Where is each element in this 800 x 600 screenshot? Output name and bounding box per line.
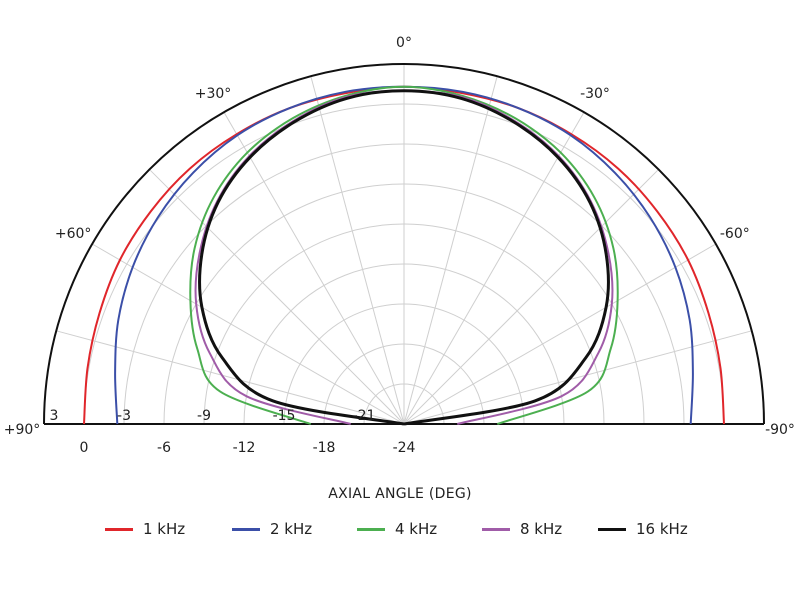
radial-label-upper: -15: [273, 408, 296, 424]
radial-label-upper: -3: [117, 408, 131, 424]
radial-label-upper: -9: [197, 408, 211, 424]
angle-label: +30°: [195, 86, 232, 102]
grid-spoke: [56, 330, 405, 425]
series-layer: [83, 85, 725, 426]
angle-label: +90°: [4, 422, 41, 438]
grid-spoke: [91, 243, 405, 425]
grid: [43, 63, 765, 425]
radial-label-lower: -6: [157, 440, 171, 456]
legend-swatch-1khz: [105, 527, 133, 531]
radial-label-lower: -24: [393, 440, 416, 456]
legend-label-2khz: 2 kHz: [270, 520, 313, 538]
legend-label-8khz: 8 kHz: [520, 520, 563, 538]
series-line-16khz: [198, 89, 610, 426]
grid-spoke: [403, 243, 717, 425]
x-axis-label: AXIAL ANGLE (DEG): [328, 486, 472, 502]
legend-label-1khz: 1 kHz: [143, 520, 186, 538]
grid-spoke: [403, 330, 752, 425]
angle-label: 0°: [396, 35, 412, 51]
radial-label-lower: -12: [233, 440, 256, 456]
outer-arc: [43, 63, 765, 425]
grid-spoke: [403, 76, 498, 425]
labels: 0° +30° -30° +60° -60° +90° -90° 3 -3 -9 -15 -21 0 -6…: [4, 35, 795, 456]
series-line-4khz: [189, 85, 619, 425]
grid-spoke: [403, 111, 585, 425]
angle-label: +60°: [55, 226, 92, 242]
legend-label-4khz: 4 kHz: [395, 520, 438, 538]
grid-spoke: [149, 169, 405, 425]
legend: 1 kHz 2 kHz 4 kHz 8 kHz 16 kHz: [0, 520, 800, 550]
angle-label: -30°: [580, 86, 610, 102]
grid-spoke: [403, 169, 659, 425]
legend-item-16khz: 16 kHz: [598, 520, 688, 538]
legend-label-16khz: 16 kHz: [636, 520, 688, 538]
grid-spoke: [223, 111, 405, 425]
legend-item-8khz: 8 kHz: [482, 520, 562, 538]
legend-item-1khz: 1 kHz: [105, 520, 185, 538]
legend-swatch-8khz: [482, 527, 510, 531]
legend-swatch-16khz: [598, 527, 626, 531]
radial-label-upper: 3: [50, 408, 59, 424]
radial-label-lower: -18: [313, 440, 336, 456]
angle-label: -90°: [765, 422, 795, 438]
legend-item-2khz: 2 kHz: [232, 520, 312, 538]
radial-label-upper: -21: [353, 408, 376, 424]
polar-plot: 0° +30° -30° +60° -60° +90° -90° 3 -3 -9 -15 -21 0 -6…: [4, 35, 795, 456]
angle-label: -60°: [720, 226, 750, 242]
legend-swatch-4khz: [357, 527, 385, 531]
legend-item-4khz: 4 kHz: [357, 520, 437, 538]
radial-label-lower: 0: [80, 440, 89, 456]
grid-spoke: [310, 76, 405, 425]
legend-swatch-2khz: [232, 527, 260, 531]
